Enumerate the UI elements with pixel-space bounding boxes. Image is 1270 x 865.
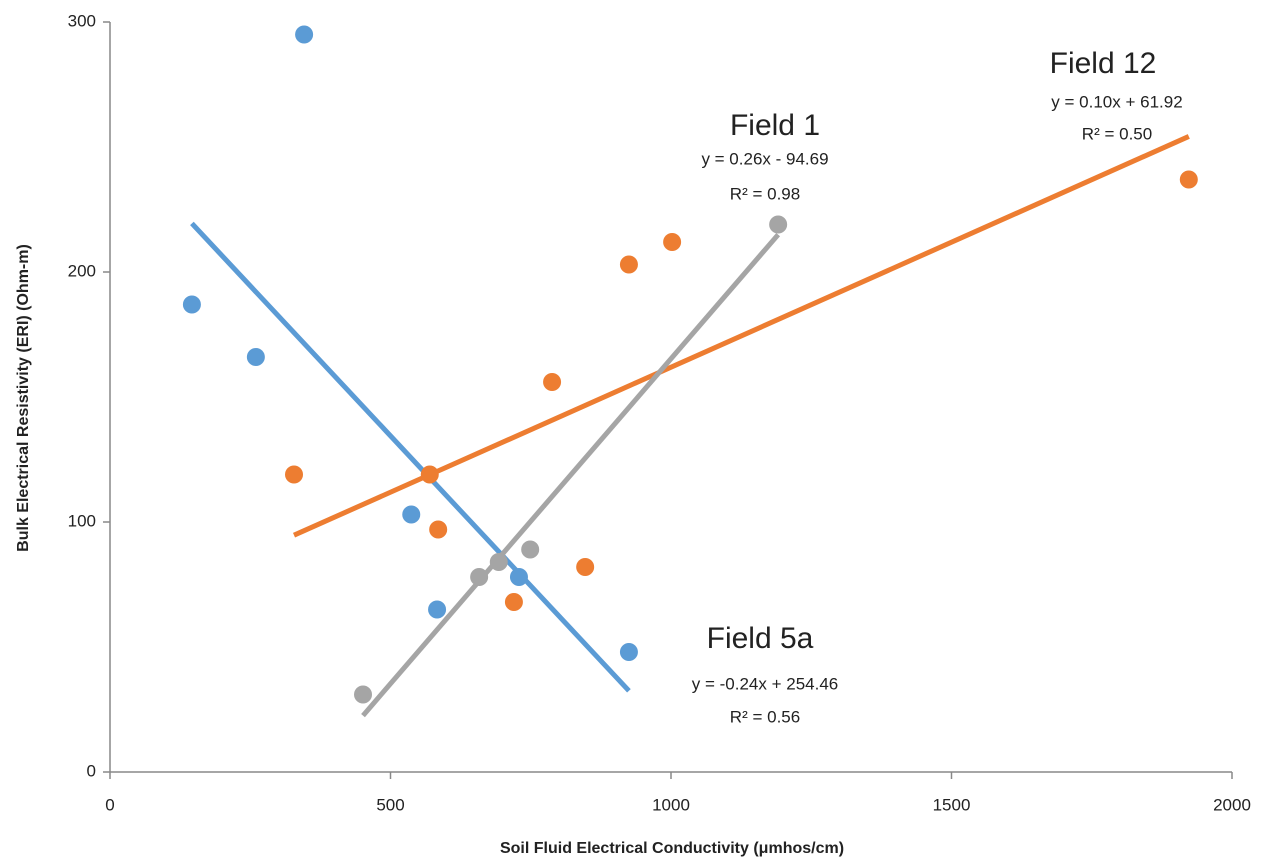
x-tick-label: 500	[376, 795, 404, 814]
x-tick-label: 1500	[933, 795, 971, 814]
point	[1179, 170, 1198, 189]
trend-equation: y = 0.26x - 94.69	[701, 149, 828, 168]
x-tick-label: 0	[105, 795, 114, 814]
x-axis-title: Soil Fluid Electrical Conductivity (μmho…	[500, 840, 844, 857]
point	[428, 600, 447, 619]
point	[489, 553, 508, 571]
point	[543, 373, 562, 391]
y-axis-title: Bulk Electrical Resistivity (ERI) (Ohm-m…	[15, 244, 32, 552]
trend-r2: R² = 0.98	[730, 184, 800, 203]
point	[429, 520, 448, 539]
point	[295, 25, 314, 44]
point	[354, 685, 373, 704]
point	[182, 295, 201, 314]
point	[402, 505, 421, 524]
y-tick-label: 200	[68, 261, 96, 280]
point	[663, 233, 682, 251]
trend-r2: R² = 0.56	[730, 707, 800, 726]
y-tick-label: 0	[87, 761, 96, 780]
point	[504, 593, 523, 611]
point	[521, 540, 540, 559]
point	[246, 348, 265, 366]
series-label: Field 12	[1050, 47, 1157, 80]
point	[769, 215, 788, 234]
trendline	[361, 232, 781, 718]
trendline	[292, 134, 1190, 538]
point	[285, 465, 304, 484]
series-label: Field 5a	[707, 622, 814, 655]
trend-r2: R² = 0.50	[1082, 124, 1152, 143]
y-tick-label: 100	[68, 511, 96, 530]
point	[509, 568, 528, 586]
point	[470, 568, 489, 586]
series-label: Field 1	[730, 109, 820, 142]
point	[420, 465, 439, 484]
y-tick-label: 300	[68, 11, 96, 30]
point	[576, 558, 595, 576]
point	[619, 255, 638, 274]
x-tick-label: 2000	[1213, 795, 1251, 814]
point	[619, 643, 638, 661]
x-tick-label: 1000	[652, 795, 690, 814]
trend-equation: y = -0.24x + 254.46	[692, 674, 839, 693]
trend-equation: y = 0.10x + 61.92	[1051, 92, 1182, 111]
trendline	[190, 221, 631, 693]
